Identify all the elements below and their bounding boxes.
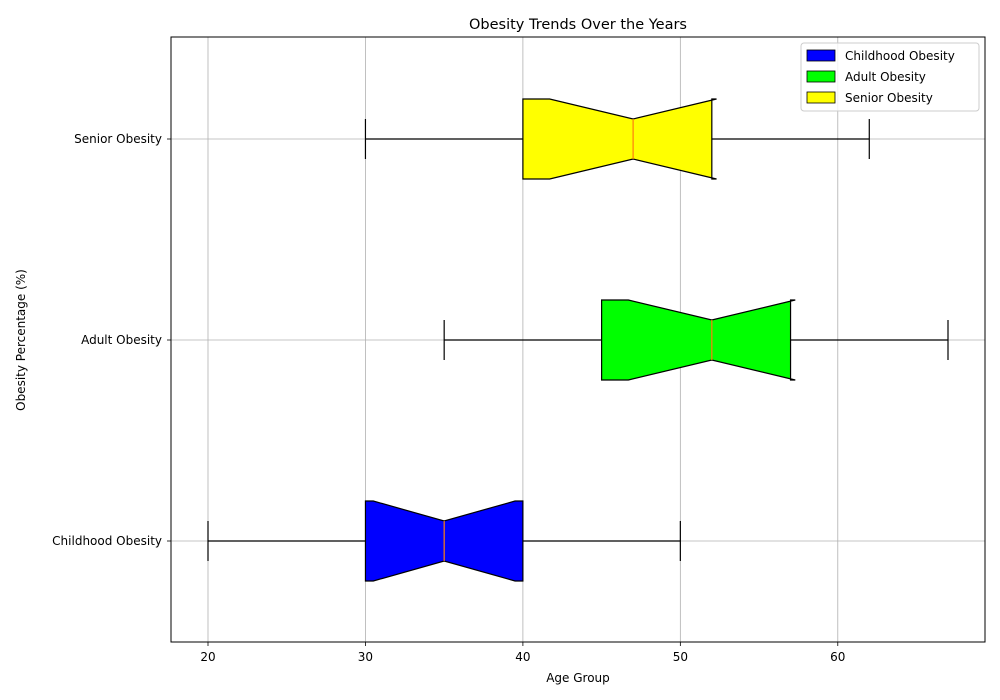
notched-box [601,299,796,381]
legend-label: Adult Obesity [845,70,926,84]
legend-swatch [806,91,836,104]
x-tick-label: 20 [200,650,215,664]
x-axis-label: Age Group [546,671,610,685]
x-tick-label: 50 [673,650,688,664]
plot-frame [170,36,986,643]
x-tick-label: 40 [515,650,530,664]
y-tick-label: Senior Obesity [74,132,162,146]
box-senior-obesity [364,98,870,180]
legend-swatch [806,49,836,62]
y-tick-label: Childhood Obesity [52,534,162,548]
x-tick-label: 60 [830,650,845,664]
legend-label: Childhood Obesity [845,49,955,63]
notched-box [522,98,717,180]
box-adult-obesity [443,299,949,381]
y-tick-label: Adult Obesity [81,333,162,347]
legend-frame [800,42,980,112]
legend-label: Senior Obesity [845,91,933,105]
chart-title: Obesity Trends Over the Years [469,17,687,33]
y-axis-label: Obesity Percentage (%) [14,269,28,411]
box-childhood-obesity [207,500,681,582]
legend-swatch [806,70,836,83]
x-tick-label: 30 [358,650,373,664]
legend: Childhood Obesity Adult Obesity Senior Obe… [800,42,980,112]
